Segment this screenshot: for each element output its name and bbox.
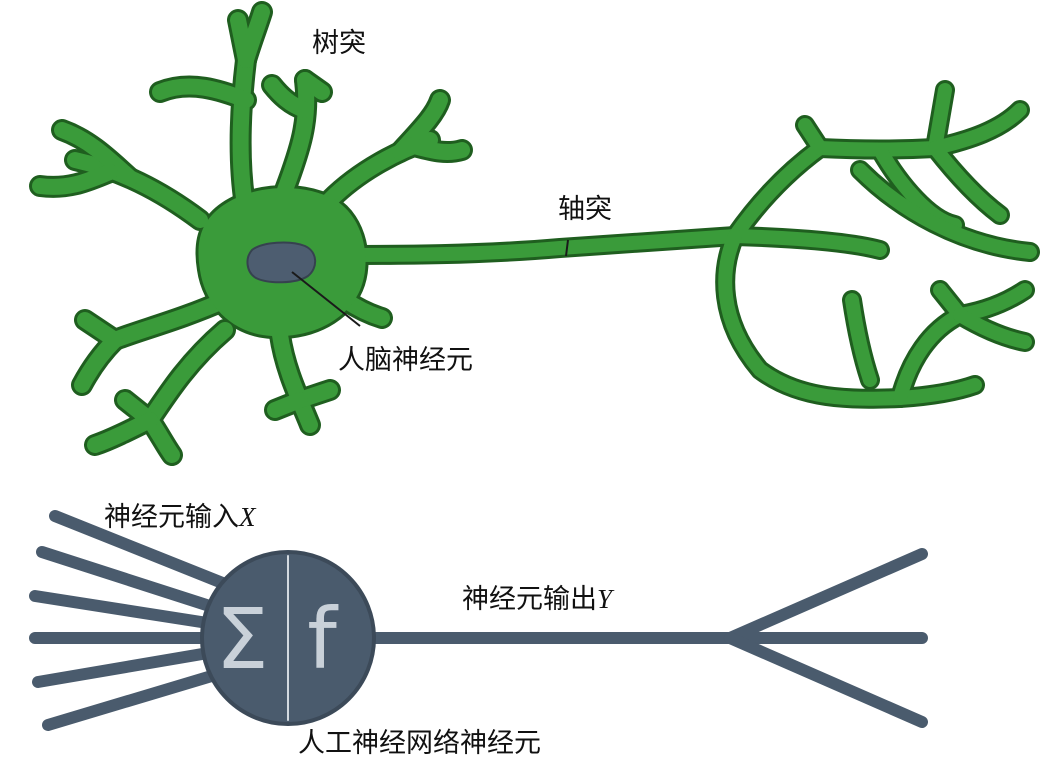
activation-function-symbol: f	[307, 590, 339, 688]
input-variable: X	[239, 502, 256, 532]
artificial-neuron: Σ f	[29, 510, 928, 731]
neuron-label-leader-line	[291, 271, 361, 327]
neuron-input-text: 神经元输入	[104, 502, 239, 533]
axon-and-terminals	[323, 83, 1037, 406]
input-line	[42, 666, 231, 731]
neuron-output-label: 神经元输出Y	[462, 584, 613, 615]
summation-symbol: Σ	[215, 590, 268, 688]
axon-label: 轴突	[558, 194, 612, 225]
neuron-input-label: 神经元输入X	[104, 502, 256, 533]
output-branch	[724, 548, 928, 644]
neuron-outline-layer	[29, 1, 1040, 466]
output-variable: Y	[597, 584, 613, 614]
biological-neuron-label: 人脑神经元	[338, 345, 473, 376]
nucleus	[246, 241, 317, 284]
biological-neuron	[29, 1, 1040, 466]
input-line	[36, 546, 228, 616]
output-branches	[724, 548, 928, 728]
dendrite-label: 树突	[312, 28, 366, 59]
output-branch	[724, 632, 928, 728]
neuron-output-text: 神经元输出	[462, 584, 597, 615]
input-line	[32, 646, 220, 688]
axon-label-tick	[565, 239, 569, 257]
input-line	[49, 510, 246, 596]
input-lines	[29, 510, 246, 731]
input-line	[29, 590, 220, 630]
dendrites	[32, 4, 470, 463]
artificial-neuron-label: 人工神经网络神经元	[298, 728, 541, 759]
